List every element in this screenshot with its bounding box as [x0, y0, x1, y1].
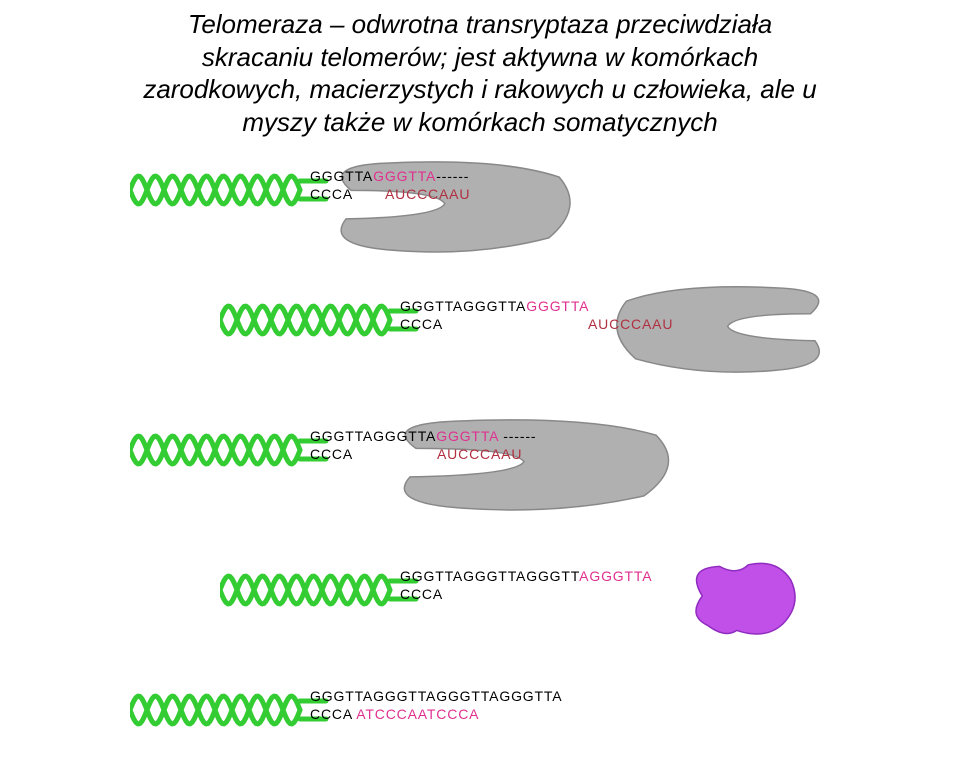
sequence-text: AUCCCAAU	[437, 446, 522, 462]
dna-helix	[220, 294, 420, 351]
dna-helix	[130, 684, 330, 741]
dna-helix	[130, 164, 330, 221]
title-line-1: Telomeraza – odwrotna transryptaza przec…	[0, 8, 960, 41]
sequence-text: CCCA	[400, 316, 443, 332]
sequence-text: GGGTTAGGGTTA------	[310, 168, 469, 184]
sequence-text: CCCA	[400, 586, 443, 602]
telomerase-enzyme-icon	[608, 285, 838, 380]
page-title: Telomeraza – odwrotna transryptaza przec…	[0, 8, 960, 138]
title-line-3: zarodkowych, macierzystych i rakowych u …	[0, 73, 960, 106]
sequence-text: AUCCCAAU	[385, 186, 470, 202]
dna-helix	[130, 424, 330, 481]
sequence-text: CCCA	[310, 186, 353, 202]
title-line-2: skracaniu telomerów; jest aktywna w komó…	[0, 41, 960, 74]
sequence-text: AUCCCAAU	[588, 316, 673, 332]
dna-helix	[220, 564, 420, 621]
sequence-text: CCCA ATCCCAATCCCA	[310, 706, 479, 722]
sequence-text: GGGTTAGGGTTAGGGTTA	[400, 298, 589, 314]
sequence-text: CCCA	[310, 446, 353, 462]
title-line-4: myszy także w komórkach somatycznych	[0, 106, 960, 139]
enzyme-purple-icon	[685, 560, 800, 645]
sequence-text: GGGTTAGGGTTAGGGTTAGGGTTA	[310, 688, 562, 704]
sequence-text: GGGTTAGGGTTAGGGTTA ------	[310, 428, 536, 444]
sequence-text: GGGTTAGGGTTAGGGTTAGGGTTA	[400, 568, 652, 584]
